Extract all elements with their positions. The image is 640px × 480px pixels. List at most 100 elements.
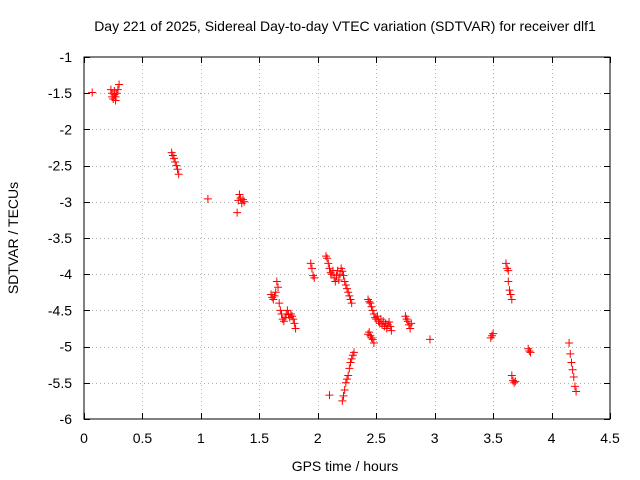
- y-axis-label: SDTVAR / TECUs: [5, 182, 21, 294]
- data-point: [240, 197, 249, 206]
- data-point: [334, 275, 343, 284]
- data-point: [111, 96, 120, 105]
- data-point: [487, 331, 496, 340]
- data-point: [274, 283, 283, 292]
- data-point: [506, 290, 515, 299]
- data-point: [565, 338, 574, 347]
- x-tick-label: 3: [431, 430, 439, 446]
- data-point: [290, 319, 299, 328]
- data-point: [269, 295, 278, 304]
- x-tick-label: 2: [314, 430, 322, 446]
- grid-lines: [84, 57, 610, 419]
- data-point: [270, 291, 279, 300]
- x-tick-label: 4: [548, 430, 556, 446]
- data-point: [510, 378, 519, 387]
- data-point: [367, 302, 376, 311]
- y-tick-label: -5: [60, 339, 73, 355]
- data-point: [344, 371, 353, 380]
- y-tick-label: -4: [60, 266, 73, 282]
- data-point: [173, 165, 182, 174]
- data-point: [385, 317, 394, 326]
- data-point: [507, 295, 516, 304]
- data-point: [321, 252, 330, 261]
- y-tick-label: -4.5: [48, 302, 72, 318]
- data-point: [367, 333, 376, 342]
- data-point: [339, 391, 348, 400]
- data-point: [233, 208, 242, 217]
- data-point: [366, 299, 375, 308]
- data-point: [340, 386, 349, 395]
- data-point: [112, 89, 121, 98]
- data-point: [368, 306, 377, 315]
- data-point: [350, 348, 359, 357]
- data-point: [503, 264, 512, 273]
- plot-frame: [83, 56, 611, 420]
- data-point: [338, 267, 347, 276]
- data-point: [345, 291, 354, 300]
- data-point: [505, 286, 514, 295]
- data-point: [323, 254, 332, 263]
- y-tick-label: -1.5: [48, 85, 72, 101]
- y-tick-label: -1: [60, 49, 73, 65]
- data-point: [171, 157, 180, 166]
- y-tick-label: -3.5: [48, 230, 72, 246]
- data-point: [347, 354, 356, 363]
- data-point: [511, 377, 520, 386]
- data-point: [170, 154, 179, 163]
- data-point: [235, 190, 244, 199]
- data-points: [88, 80, 581, 405]
- data-point: [113, 85, 122, 94]
- data-point: [331, 277, 340, 286]
- data-point: [346, 295, 355, 304]
- data-point: [572, 387, 581, 396]
- x-tick-label: 0: [80, 430, 88, 446]
- data-point: [309, 271, 318, 280]
- data-point: [406, 324, 415, 333]
- data-point: [306, 259, 315, 268]
- data-point: [289, 315, 298, 324]
- data-point: [340, 277, 349, 286]
- data-point: [346, 358, 355, 367]
- data-point: [567, 358, 576, 367]
- chart-title: Day 221 of 2025, Sidereal Day-to-day VTE…: [94, 18, 596, 34]
- data-point: [369, 338, 378, 347]
- x-tick-label: 3.5: [483, 430, 503, 446]
- data-point: [507, 371, 516, 380]
- data-point: [339, 271, 348, 280]
- x-tick-label: 1.5: [250, 430, 270, 446]
- data-point: [325, 391, 334, 400]
- x-tick-label: 4.5: [600, 430, 620, 446]
- y-tick-label: -5.5: [48, 375, 72, 391]
- y-tick-label: -6: [60, 411, 73, 427]
- data-point: [174, 170, 183, 179]
- data-point: [343, 375, 351, 384]
- data-point: [526, 348, 535, 357]
- data-point: [365, 297, 374, 306]
- data-point: [310, 273, 319, 282]
- data-point: [501, 259, 510, 268]
- y-tick-label: -3: [60, 194, 73, 210]
- data-point: [338, 396, 347, 405]
- data-point: [566, 349, 575, 358]
- data-point: [347, 299, 356, 308]
- data-point: [307, 264, 316, 273]
- data-point: [425, 335, 434, 344]
- axis-ticks: [84, 57, 611, 420]
- data-point: [341, 378, 350, 387]
- x-tick-label: 2.5: [366, 430, 386, 446]
- data-point: [569, 373, 578, 382]
- data-point: [271, 288, 280, 297]
- data-point: [291, 324, 300, 333]
- y-tick-label: -2: [60, 121, 73, 137]
- data-point: [272, 277, 281, 286]
- x-axis-label: GPS time / hours: [292, 458, 399, 474]
- data-point: [504, 266, 513, 275]
- data-point: [341, 281, 350, 290]
- data-point: [568, 365, 577, 374]
- x-tick-label: 0.5: [133, 430, 153, 446]
- data-point: [324, 259, 333, 268]
- data-point: [88, 88, 97, 97]
- data-point: [332, 271, 341, 280]
- y-tick-label: -2.5: [48, 158, 72, 174]
